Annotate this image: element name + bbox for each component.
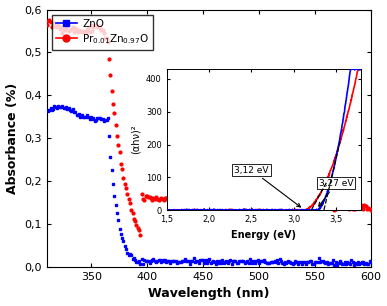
Legend: ZnO, Pr$_{0.01}$Zn$_{0.97}$O: ZnO, Pr$_{0.01}$Zn$_{0.97}$O	[52, 15, 153, 50]
Y-axis label: Absorbance (%): Absorbance (%)	[5, 83, 19, 194]
X-axis label: Wavelength (nm): Wavelength (nm)	[148, 287, 269, 300]
